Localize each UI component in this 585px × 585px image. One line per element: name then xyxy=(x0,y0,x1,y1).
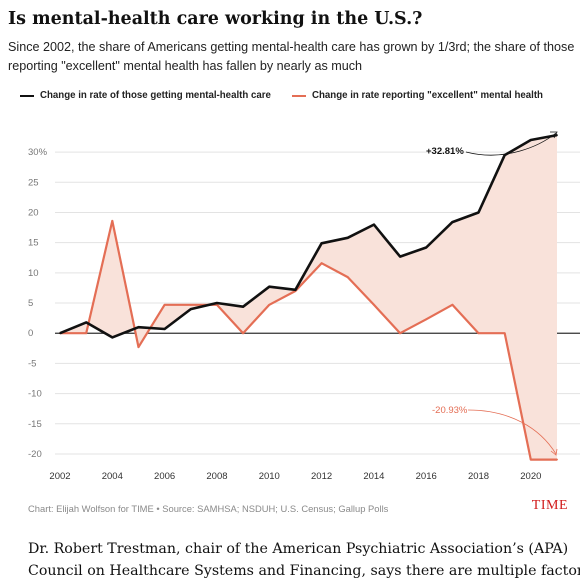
legend-label-care: Change in rate of those getting mental-h… xyxy=(40,90,271,101)
point-care xyxy=(111,336,114,339)
y-tick-label: 5 xyxy=(28,298,33,309)
y-tick-label: 30% xyxy=(28,147,48,158)
point-excellent xyxy=(111,220,114,222)
point-care xyxy=(137,326,140,329)
x-tick-label: 2016 xyxy=(416,471,437,480)
series-line-care xyxy=(59,133,558,339)
point-excellent xyxy=(425,318,428,321)
point-excellent xyxy=(556,458,558,461)
y-tick-label: 20 xyxy=(28,207,39,218)
chart-legend: Change in rate of those getting mental-h… xyxy=(8,90,580,106)
y-tick-label: 0 xyxy=(28,328,33,339)
point-excellent xyxy=(529,458,532,461)
point-excellent xyxy=(451,303,454,306)
x-tick-label: 2010 xyxy=(259,471,280,480)
point-excellent xyxy=(85,332,88,335)
point-care xyxy=(477,211,480,214)
y-tick-label: -10 xyxy=(28,389,42,400)
point-care xyxy=(85,321,88,324)
x-tick-label: 2012 xyxy=(311,471,332,480)
area-between-series xyxy=(60,135,557,460)
annotation-arrowhead-excellent xyxy=(550,448,558,456)
legend-item-care: Change in rate of those getting mental-h… xyxy=(20,90,271,101)
point-care xyxy=(425,246,428,249)
point-excellent xyxy=(163,303,166,306)
y-tick-label: 10 xyxy=(28,268,39,279)
x-tick-label: 2008 xyxy=(206,471,227,480)
x-tick-label: 2004 xyxy=(102,471,123,480)
point-excellent xyxy=(399,332,401,335)
annotation-arrowhead-care xyxy=(550,131,558,139)
x-tick-label: 2006 xyxy=(154,471,175,480)
point-care xyxy=(399,255,401,258)
point-excellent xyxy=(189,303,192,306)
y-tick-label: 15 xyxy=(28,238,39,249)
annotation-arrow-care xyxy=(465,132,557,156)
point-excellent xyxy=(137,346,140,349)
chart-subtitle: Since 2002, the share of Americans getti… xyxy=(8,40,575,73)
point-excellent xyxy=(477,332,480,335)
x-tick-label: 2014 xyxy=(363,471,384,480)
point-excellent xyxy=(242,332,245,335)
y-tick-label: 25 xyxy=(28,177,39,188)
legend-item-excellent: Change in rate reporting "excellent" men… xyxy=(292,90,543,101)
point-excellent xyxy=(320,262,323,265)
point-care xyxy=(556,134,558,137)
legend-label-excellent: Change in rate reporting "excellent" men… xyxy=(312,90,543,101)
annotation-arrow-excellent xyxy=(467,409,557,455)
point-care xyxy=(294,288,297,291)
chart-source: Chart: Elijah Wolfson for TIME • Source:… xyxy=(28,503,389,514)
time-logo: TIME xyxy=(531,498,568,513)
annotation-excellent: -20.93% xyxy=(432,405,468,416)
legend-swatch-care xyxy=(20,94,34,97)
point-excellent xyxy=(372,303,375,306)
y-tick-label: -20 xyxy=(28,449,42,460)
point-care xyxy=(529,139,532,141)
point-care xyxy=(189,308,192,310)
y-tick-label: -5 xyxy=(28,358,36,369)
line-chart: 30% 25 20 15 10 5 0 -5 -10 -15 -20 2002 2004 2006 2008… xyxy=(28,131,580,480)
point-care xyxy=(216,302,218,304)
point-care xyxy=(163,328,166,330)
point-care xyxy=(451,221,454,224)
article-text: Dr. Robert Trestman, chair of the Americ… xyxy=(28,538,580,585)
annotation-care: +32.81% xyxy=(426,146,464,157)
point-care xyxy=(59,332,61,335)
article-line: Dr. Robert Trestman, chair of the Americ… xyxy=(28,541,569,557)
legend-swatch-excellent xyxy=(292,94,306,97)
x-tick-label: 2020 xyxy=(520,471,541,480)
point-care xyxy=(346,236,349,239)
point-care xyxy=(268,285,271,288)
point-care xyxy=(242,305,245,308)
x-tick-label: 2018 xyxy=(468,471,489,480)
y-tick-label: -15 xyxy=(28,419,42,430)
series-line-excellent xyxy=(60,219,557,461)
point-excellent xyxy=(346,276,349,278)
article-line: Council on Healthcare Systems and Financ… xyxy=(28,563,580,579)
x-tick-label: 2002 xyxy=(49,471,70,480)
chart-title: Is mental-health care working in the U.S… xyxy=(8,9,423,29)
point-excellent xyxy=(503,332,506,335)
point-care xyxy=(372,223,375,226)
point-care xyxy=(320,242,323,245)
point-excellent xyxy=(268,303,271,306)
